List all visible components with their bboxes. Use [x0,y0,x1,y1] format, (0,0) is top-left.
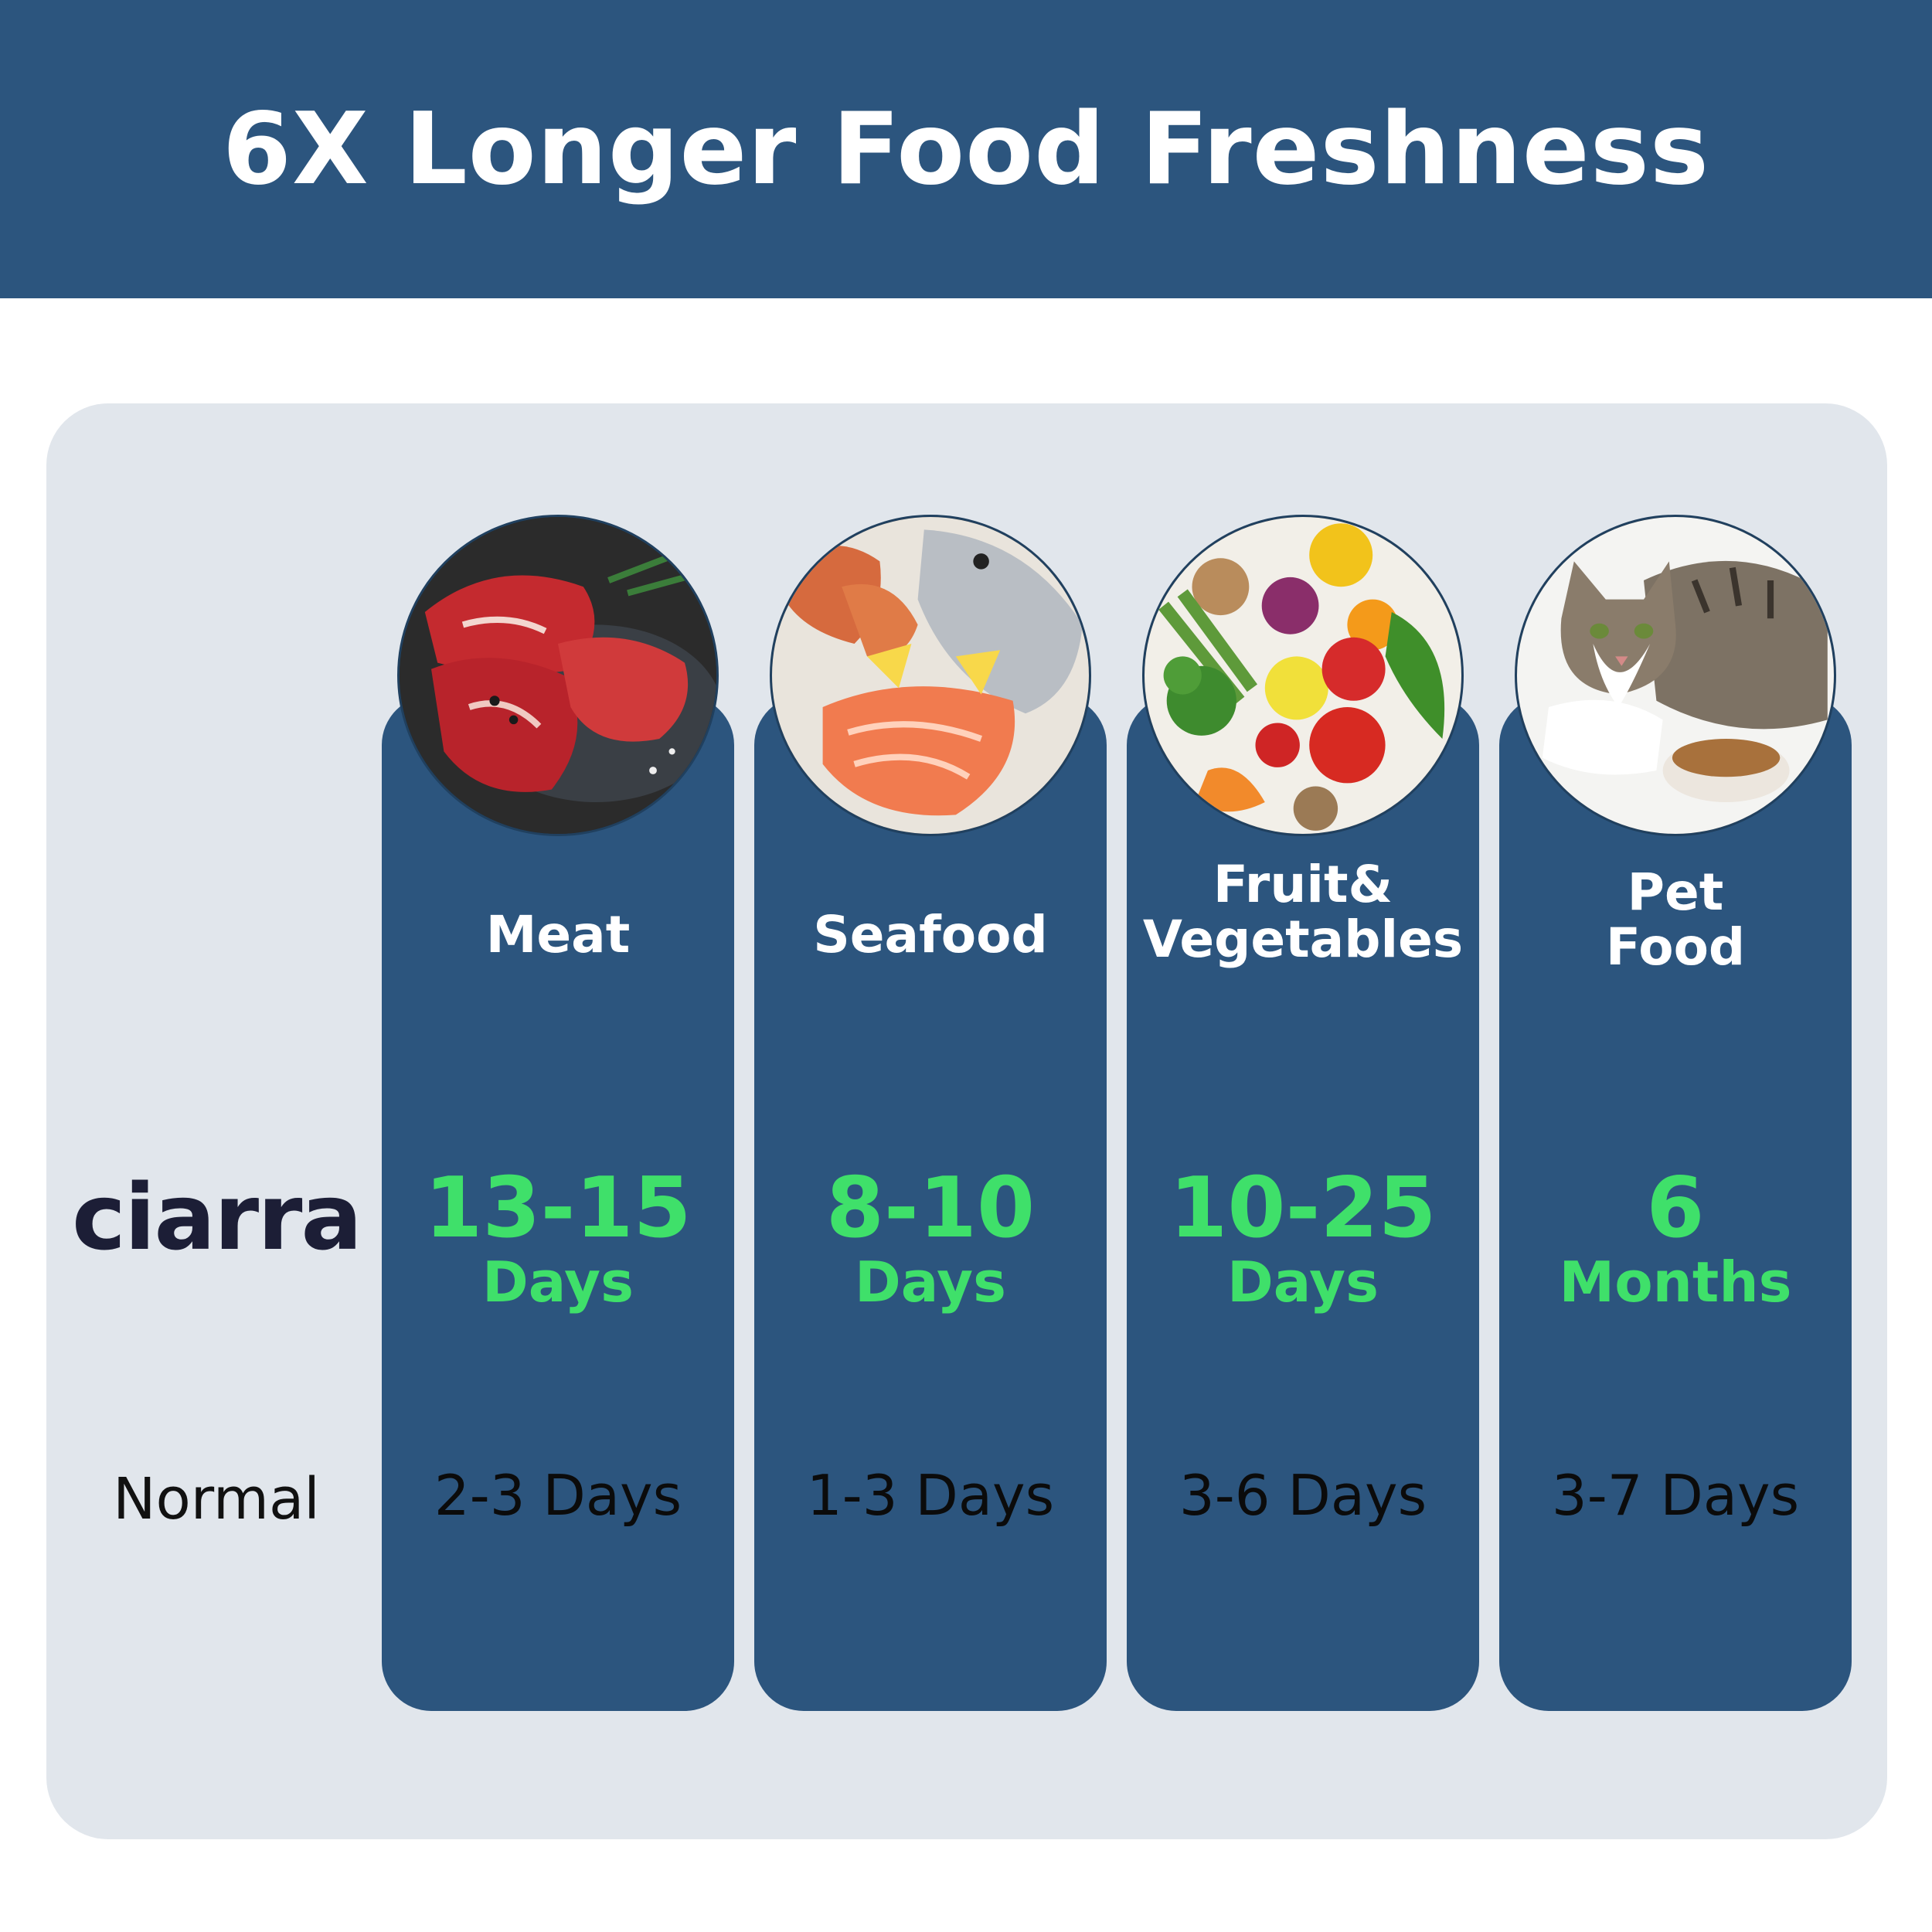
ciarra-value-pet-food: 6 Months [1559,1159,1792,1315]
produce-image [1142,515,1464,836]
category-label-meat: Meat [485,905,631,965]
page-title: 6X Longer Food Freshness [222,91,1710,207]
normal-value-pet-food: 3-7 Days [1551,1463,1800,1528]
cat-image [1515,515,1836,836]
column-seafood [754,696,1107,1711]
ciarra-value-meat: 13-15 Days [424,1159,692,1315]
header-banner: 6X Longer Food Freshness [0,0,1932,298]
column-pet-food [1499,696,1852,1711]
normal-value-seafood: 1-3 Days [806,1463,1055,1528]
category-label-fruit-vegetables: Fruit& Vegetables [1142,854,1464,969]
category-label-seafood: Seafood [813,905,1048,965]
ciarra-value-fruit-vegetables: 10-25 Days [1169,1159,1437,1315]
meat-image [397,515,719,836]
normal-row-label: Normal [113,1466,320,1532]
category-label-pet-food: Pet Food [1605,862,1746,977]
column-meat [382,696,734,1711]
normal-value-meat: 2-3 Days [434,1463,682,1528]
normal-value-fruit-vegetables: 3-6 Days [1179,1463,1427,1528]
ciarra-value-seafood: 8-10 Days [825,1159,1036,1315]
column-fruit-vegetables [1127,696,1479,1711]
brand-logo: ciarra [71,1164,362,1270]
seafood-image [770,515,1091,836]
